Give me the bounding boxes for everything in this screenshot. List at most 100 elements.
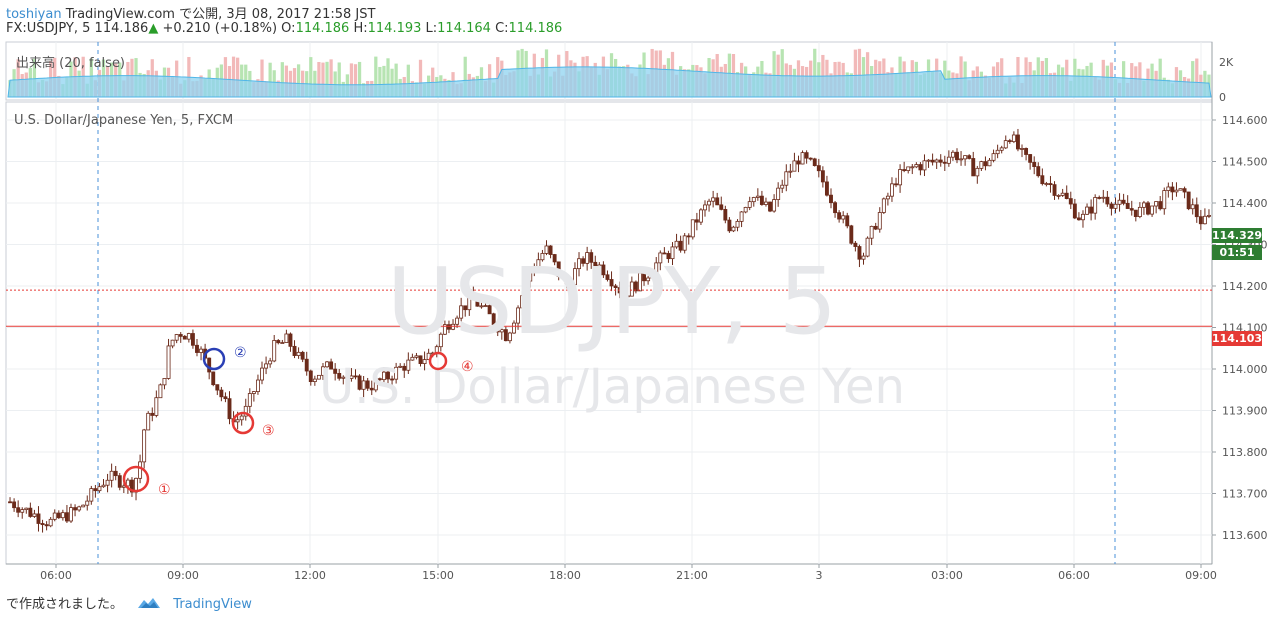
candle-body xyxy=(629,281,634,297)
candle xyxy=(113,465,118,481)
candle-body xyxy=(589,252,594,263)
candle xyxy=(1036,162,1041,178)
candle xyxy=(154,390,159,418)
price-tick-label: 113.600 xyxy=(1222,529,1268,542)
candle-body xyxy=(674,240,679,248)
candle xyxy=(1105,191,1110,207)
candle xyxy=(219,386,224,402)
candle-body xyxy=(894,183,898,186)
candle-body xyxy=(77,506,82,511)
candle xyxy=(93,484,98,498)
candle-body xyxy=(146,412,151,431)
price-tick-label: 114.200 xyxy=(1222,280,1268,293)
candle xyxy=(247,388,252,414)
candle-body xyxy=(150,412,155,416)
candle-body xyxy=(280,342,285,344)
candle xyxy=(1146,201,1150,216)
candle xyxy=(987,157,992,167)
candle xyxy=(1072,198,1077,220)
candle xyxy=(601,261,606,278)
candle-body xyxy=(560,276,565,279)
candle-body xyxy=(1154,201,1159,207)
candle xyxy=(361,376,366,398)
author-link[interactable]: toshiyan xyxy=(6,7,62,22)
tradingview-link[interactable]: TradingView xyxy=(173,597,252,612)
candle-body xyxy=(861,255,866,260)
candle xyxy=(869,225,874,246)
candle-body xyxy=(837,212,842,220)
candle-body xyxy=(800,152,805,165)
candle xyxy=(36,506,41,532)
candle-body xyxy=(300,351,305,360)
volume-bar xyxy=(390,68,394,97)
candle xyxy=(820,166,825,188)
candle-body xyxy=(73,507,78,511)
price-chart[interactable]: USDJPY, 5 U.S. Dollar/Japanese Yen 出来高 (… xyxy=(0,0,1270,590)
volume-bar xyxy=(292,68,297,97)
candle xyxy=(853,240,858,252)
brand-name[interactable]: TradingView.com xyxy=(65,7,175,22)
candle-body xyxy=(215,384,220,391)
candle xyxy=(507,331,512,344)
candle-body xyxy=(690,219,695,238)
time-tick-label: 18:00 xyxy=(549,569,581,582)
tradingview-logo-icon[interactable] xyxy=(137,596,161,614)
candle xyxy=(1032,156,1037,175)
candle-body xyxy=(247,393,252,407)
candle xyxy=(857,244,862,268)
candle xyxy=(906,166,911,174)
candle xyxy=(1056,194,1061,200)
candle xyxy=(1194,197,1199,223)
candle xyxy=(1133,209,1138,222)
candle xyxy=(564,274,569,289)
candle xyxy=(321,362,325,380)
volume-bar xyxy=(325,61,329,97)
candle-body xyxy=(723,209,728,221)
candle-body xyxy=(239,415,244,421)
candle xyxy=(881,197,886,215)
candle xyxy=(536,252,541,270)
candle xyxy=(1093,194,1098,220)
candle-body xyxy=(296,351,301,356)
candle-body xyxy=(1016,134,1020,150)
candle-body xyxy=(369,387,374,391)
candle-body xyxy=(333,368,338,374)
volume-bar xyxy=(1158,58,1162,97)
candle xyxy=(914,162,919,169)
candle-body xyxy=(678,240,683,251)
candle-body xyxy=(337,373,342,379)
candle xyxy=(577,252,581,277)
candle xyxy=(1154,201,1159,214)
candle xyxy=(1125,195,1130,209)
candle-body xyxy=(1207,214,1211,217)
candle-body xyxy=(727,219,732,232)
candle-body xyxy=(1085,206,1089,215)
time-badge xyxy=(1212,245,1262,260)
level-badge-text: 114.103 xyxy=(1212,332,1262,345)
series-label: U.S. Dollar/Japanese Yen, 5, FXCM xyxy=(14,113,233,128)
candle xyxy=(162,378,167,390)
candle xyxy=(398,363,403,369)
candle-body xyxy=(1011,134,1016,143)
candle xyxy=(568,277,573,289)
candle-body xyxy=(40,523,45,526)
candle-body xyxy=(524,280,529,297)
candle-body xyxy=(686,235,691,238)
candle-body xyxy=(174,334,179,341)
candle-body xyxy=(442,324,447,335)
candle-body xyxy=(585,252,590,264)
candle xyxy=(467,287,472,316)
publish-date: で公開, 3月 08, 2017 21:58 JST xyxy=(179,7,376,22)
candle xyxy=(20,507,25,519)
time-tick-label: 3 xyxy=(816,569,823,582)
candle-body xyxy=(243,405,248,417)
candle xyxy=(77,505,82,512)
candle xyxy=(442,320,447,336)
candle xyxy=(414,352,419,360)
candle xyxy=(804,150,809,164)
candle-body xyxy=(873,225,878,230)
candle-body xyxy=(1097,197,1102,199)
candle-body xyxy=(971,158,976,177)
candle xyxy=(894,177,898,188)
candle xyxy=(377,377,382,386)
